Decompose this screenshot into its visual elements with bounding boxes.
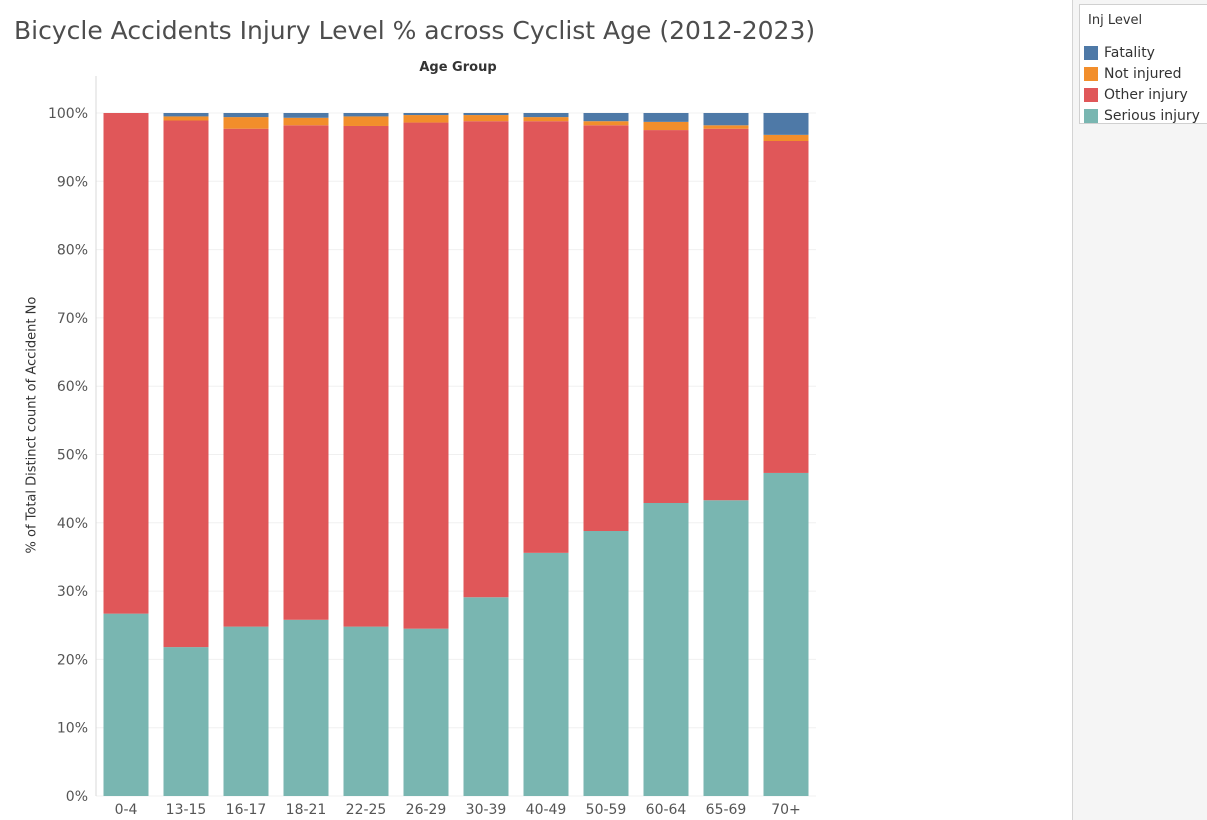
bar-segment-not-injured xyxy=(523,117,569,122)
bar-segment-serious-injury xyxy=(523,552,569,796)
bar-segment-other-injury xyxy=(283,125,329,620)
bar-segment-not-injured xyxy=(343,116,389,126)
bar-segment-fatality xyxy=(643,113,689,122)
legend-label: Fatality xyxy=(1104,45,1155,61)
legend-swatch xyxy=(1084,46,1098,60)
y-tick-label: 50% xyxy=(57,448,88,464)
bar-segment-serious-injury xyxy=(643,502,689,796)
bar-segment-not-injured xyxy=(163,116,209,121)
y-tick-label: 10% xyxy=(57,721,88,737)
bar-chart: 0% 10% 20% 30% 40% 50% 60% 70% 80% 90% 100% 0-4 13-1… xyxy=(48,76,816,818)
legend-swatch xyxy=(1084,88,1098,102)
bar-segment-other-injury xyxy=(763,141,809,473)
x-tick-label: 13-15 xyxy=(166,802,207,818)
legend-swatch xyxy=(1084,67,1098,81)
bar-segment-other-injury xyxy=(103,113,149,614)
y-tick-label: 100% xyxy=(48,106,88,122)
legend-item-fatality[interactable]: Fatality xyxy=(1084,43,1155,63)
bar-segment-serious-injury xyxy=(403,628,449,796)
bar-segment-fatality xyxy=(163,113,209,117)
bar-segment-not-injured xyxy=(223,117,269,129)
bar-segment-fatality xyxy=(703,113,749,126)
x-tick-label: 65-69 xyxy=(706,802,747,818)
bar-segment-other-injury xyxy=(403,122,449,629)
bar-segment-other-injury xyxy=(523,121,569,553)
legend-item-serious-injury[interactable]: Serious injury xyxy=(1084,106,1200,126)
bar-segment-serious-injury xyxy=(103,613,149,796)
x-tick-label: 30-39 xyxy=(466,802,507,818)
legend-item-not-injured[interactable]: Not injured xyxy=(1084,64,1181,84)
bar-segment-serious-injury xyxy=(343,626,389,796)
y-tick-label: 80% xyxy=(57,243,88,259)
bar-segment-not-injured xyxy=(643,121,689,131)
x-tick-label: 50-59 xyxy=(586,802,627,818)
bar-segment-fatality xyxy=(343,113,389,117)
bar-segment-fatality xyxy=(283,113,329,118)
bar-segment-serious-injury xyxy=(583,530,629,796)
chart-pane: Bicycle Accidents Injury Level % across … xyxy=(14,0,1073,820)
x-tick-label: 60-64 xyxy=(646,802,687,818)
bar-segment-other-injury xyxy=(163,120,209,648)
bar-segment-serious-injury xyxy=(763,472,809,796)
bar-segment-fatality xyxy=(763,113,809,135)
bar-segment-fatality xyxy=(223,113,269,118)
x-tick-label: 26-29 xyxy=(406,802,447,818)
bar-segment-not-injured xyxy=(403,115,449,123)
bar-segment-other-injury xyxy=(343,125,389,627)
y-tick-label: 30% xyxy=(57,584,88,600)
legend-label: Not injured xyxy=(1104,66,1182,82)
column-header: Age Group xyxy=(419,60,497,75)
y-tick-label: 70% xyxy=(57,311,88,327)
bar-segment-not-injured xyxy=(763,134,809,142)
bar-segment-serious-injury xyxy=(223,626,269,796)
x-tick-label: 0-4 xyxy=(115,802,138,818)
y-tick-label: 20% xyxy=(57,652,88,668)
legend-pane: Inj Level Fatality Not injured Other inj… xyxy=(1073,0,1207,820)
legend-item-other-injury[interactable]: Other injury xyxy=(1084,85,1188,105)
bar-segment-not-injured xyxy=(703,125,749,129)
y-tick-label: 90% xyxy=(57,174,88,190)
bar-segment-other-injury xyxy=(643,130,689,503)
legend-label: Serious injury xyxy=(1104,108,1200,124)
y-tick-label: 0% xyxy=(66,789,88,805)
bar-segment-other-injury xyxy=(583,125,629,531)
legend-swatch xyxy=(1084,109,1098,123)
bar-segment-serious-injury xyxy=(163,647,209,796)
bar-segment-serious-injury xyxy=(463,597,509,796)
bar-segment-other-injury xyxy=(463,121,509,598)
bar-segment-fatality xyxy=(463,113,509,116)
bar-segment-not-injured xyxy=(283,117,329,126)
bar-segment-serious-injury xyxy=(283,619,329,796)
x-tick-label: 16-17 xyxy=(226,802,267,818)
bar-segment-other-injury xyxy=(703,128,749,501)
x-tick-label: 40-49 xyxy=(526,802,567,818)
bar-segment-fatality xyxy=(403,113,449,116)
x-tick-label: 18-21 xyxy=(286,802,327,818)
bar-segment-not-injured xyxy=(463,115,509,122)
x-tick-label: 22-25 xyxy=(346,802,387,818)
bar-segment-fatality xyxy=(523,113,569,118)
bar-segment-fatality xyxy=(583,113,629,122)
chart-title: Bicycle Accidents Injury Level % across … xyxy=(14,16,816,45)
bar-segment-other-injury xyxy=(223,128,269,627)
x-tick-label: 70+ xyxy=(771,802,801,818)
legend-label: Other injury xyxy=(1104,87,1188,103)
legend: Inj Level Fatality Not injured Other inj… xyxy=(1079,4,1207,124)
y-tick-label: 40% xyxy=(57,516,88,532)
bar-segment-not-injured xyxy=(583,121,629,126)
bar-segment-serious-injury xyxy=(703,500,749,796)
legend-title: Inj Level xyxy=(1088,13,1143,28)
y-tick-label: 60% xyxy=(57,379,88,395)
